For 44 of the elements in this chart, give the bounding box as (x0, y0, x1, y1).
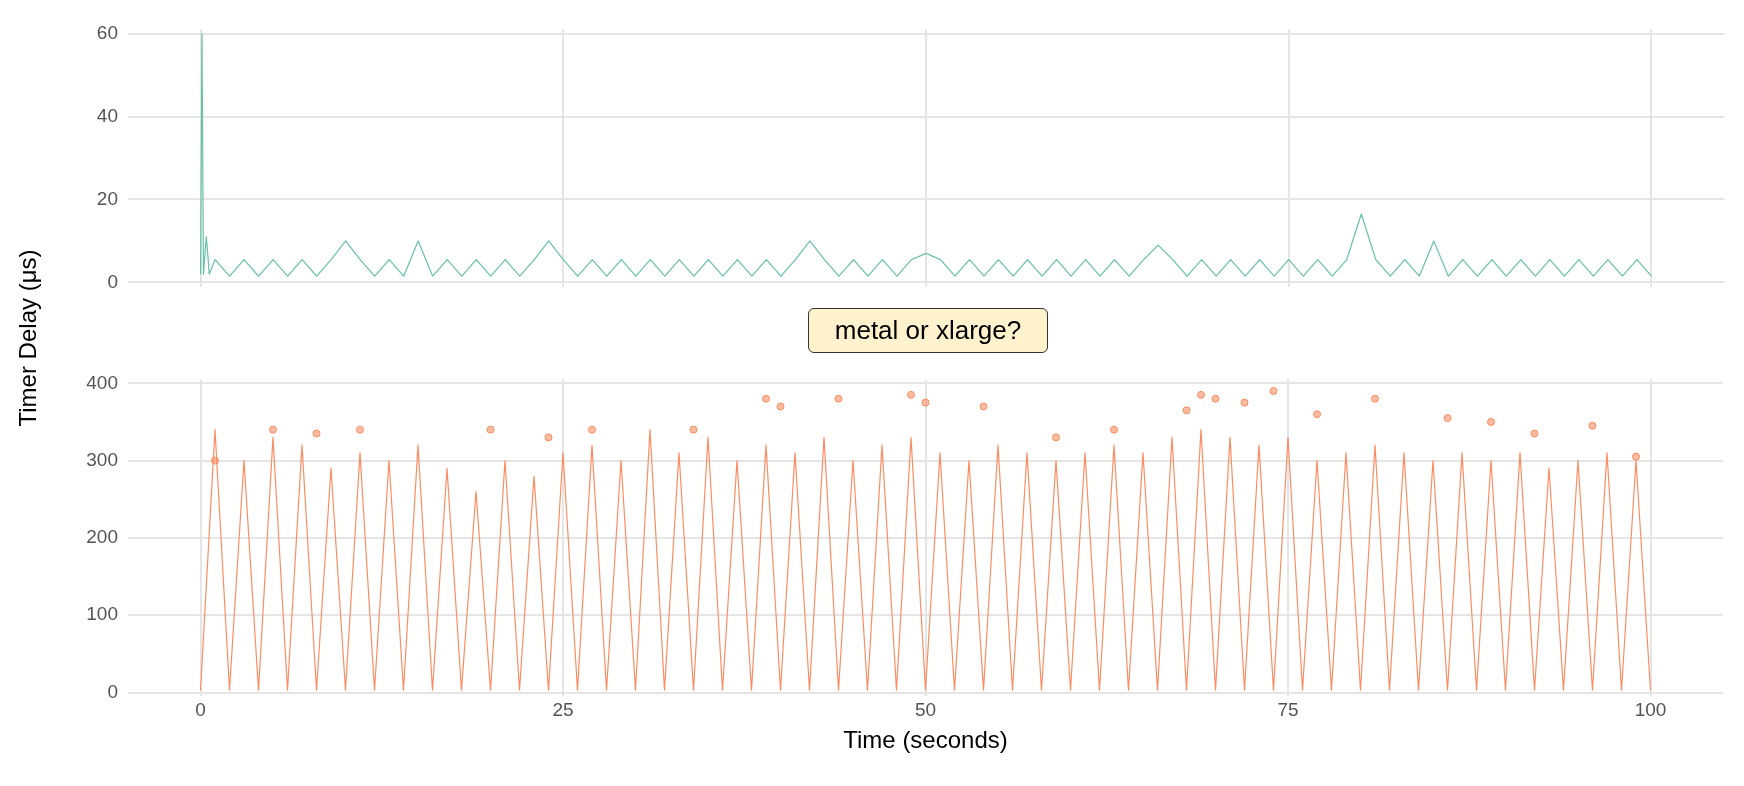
point (1110, 425, 1118, 434)
point (588, 425, 596, 434)
point (1182, 406, 1191, 415)
x-tick-label: 0 (195, 699, 206, 721)
x-tick-label: 25 (552, 699, 574, 721)
y-tick-label: 300 (86, 448, 118, 470)
x-axis-title: Time (seconds) (843, 726, 1008, 754)
point (356, 425, 364, 434)
point (1052, 433, 1060, 442)
chart-title: metal or xlarge? (807, 308, 1049, 353)
x-tick-label: 100 (1634, 699, 1667, 721)
point (1240, 398, 1249, 407)
point (544, 433, 553, 442)
point (1269, 387, 1278, 395)
point (907, 390, 915, 399)
point (979, 402, 988, 411)
point (1588, 421, 1597, 430)
point (1211, 394, 1220, 403)
point (921, 398, 930, 407)
point (1443, 414, 1452, 423)
x-tick-label: 75 (1277, 699, 1299, 721)
point (1632, 452, 1640, 461)
y-tick-label: 400 (86, 371, 118, 393)
y-tick-label: 40 (96, 104, 118, 126)
point (1530, 429, 1539, 438)
x-tick-label: 50 (914, 699, 937, 721)
point (1487, 417, 1495, 426)
point (1197, 390, 1205, 399)
point (776, 402, 785, 411)
y-tick-label: 0 (107, 270, 118, 292)
point (834, 394, 843, 403)
point (762, 394, 770, 403)
y-tick-label: 20 (96, 187, 118, 209)
point (312, 429, 321, 438)
y-axis-title: Timer Delay (μs) (14, 249, 42, 427)
point (689, 425, 698, 434)
point (269, 425, 277, 434)
y-tick-label: 200 (86, 526, 118, 548)
y-tick-label: 100 (86, 603, 118, 625)
point (1313, 410, 1321, 419)
point (1371, 394, 1379, 403)
point (486, 425, 495, 434)
y-tick-label: 0 (107, 680, 118, 702)
y-tick-label: 60 (96, 21, 118, 43)
